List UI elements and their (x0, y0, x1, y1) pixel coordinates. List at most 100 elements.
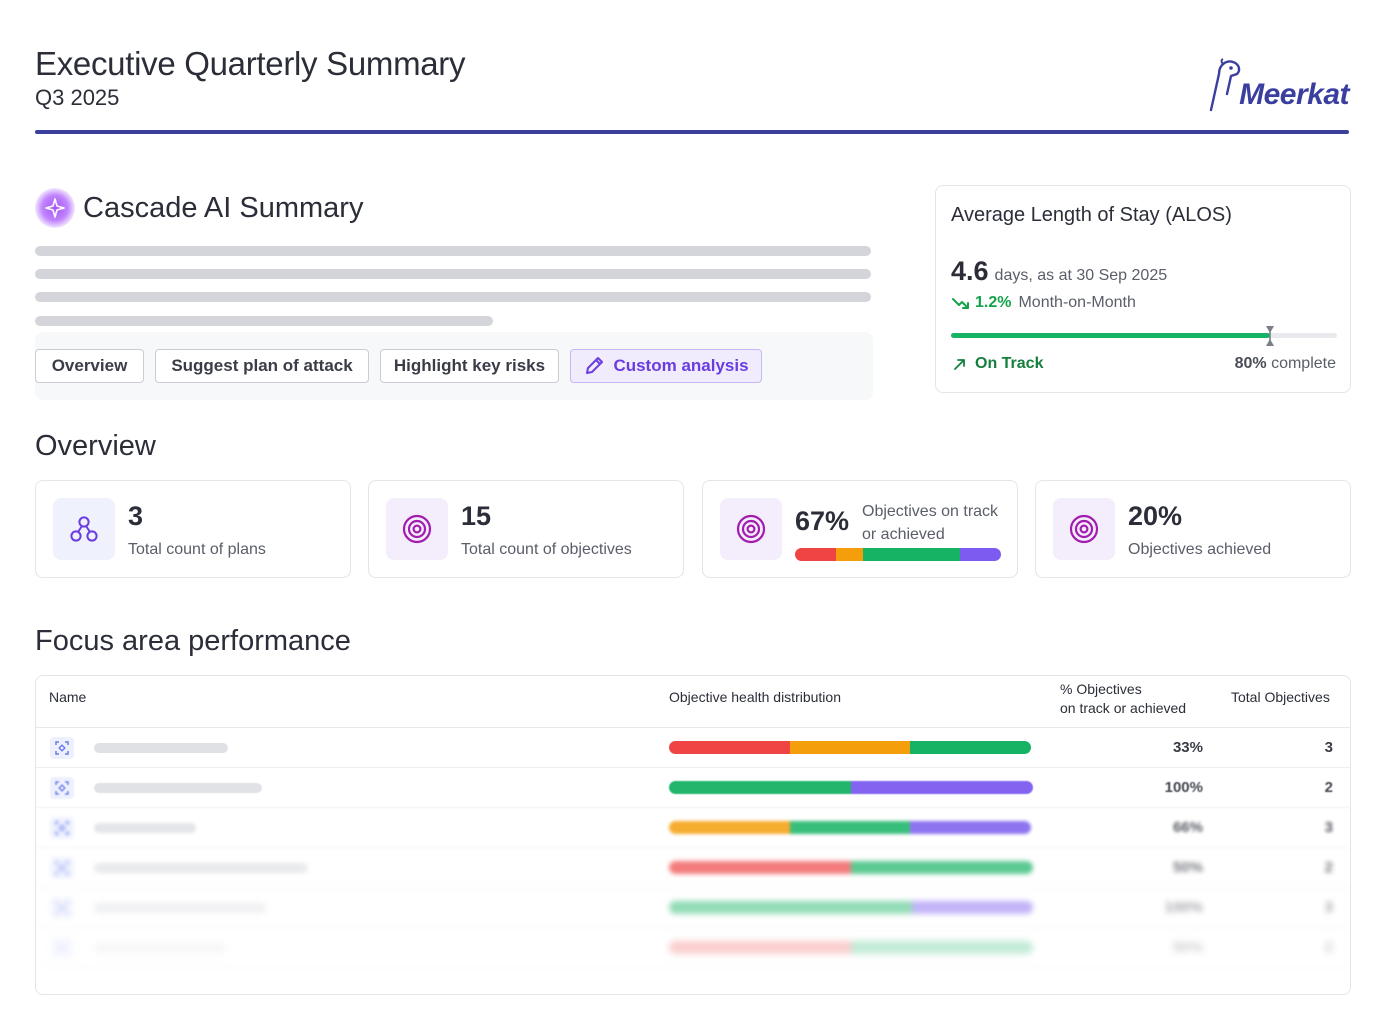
distribution-segment (795, 548, 837, 561)
stat-card-on-track[interactable]: 67% Objectives on track or achieved (702, 480, 1018, 578)
percent-on-track: 50% (1172, 939, 1203, 956)
arrow-up-right-icon (954, 359, 965, 370)
distribution-segment (669, 861, 851, 874)
focus-area-icon (50, 737, 74, 759)
summary-skeleton-line (35, 292, 871, 302)
suggest-plan-chip[interactable]: Suggest plan of attack (155, 349, 369, 383)
complete-label: complete (1271, 355, 1336, 372)
metric-value: 4.6 (951, 256, 989, 286)
distribution-segment (959, 548, 1001, 561)
progress-complete: 80% complete (1235, 355, 1336, 373)
row-name-placeholder (94, 943, 226, 953)
health-distribution-bar (669, 941, 1033, 954)
row-name-placeholder (94, 903, 266, 913)
plans-icon (53, 498, 115, 560)
target-marker-icon (1265, 326, 1274, 346)
overview-chip[interactable]: Overview (35, 349, 144, 383)
distribution-segment (851, 781, 1033, 794)
distribution-segment (910, 821, 1031, 834)
trend-down-icon (952, 298, 969, 309)
stat-label: Total count of objectives (461, 541, 632, 558)
trend-percent: 1.2% (975, 294, 1012, 311)
column-header-total[interactable]: Total Objectives (1231, 689, 1330, 705)
summary-skeleton-line (35, 269, 871, 279)
chip-label: Overview (51, 356, 128, 375)
target-icon (386, 498, 448, 560)
ai-prompt-chips: Overview Suggest plan of attack Highligh… (35, 332, 873, 400)
progress-bar-fill (951, 333, 1270, 338)
distribution-segment (789, 821, 911, 834)
summary-skeleton-line (35, 316, 493, 326)
health-distribution-bar (669, 821, 1031, 834)
percent-on-track: 66% (1172, 819, 1203, 836)
distribution-segment (669, 901, 912, 914)
focus-area-icon (50, 777, 74, 799)
distribution-segment (910, 741, 1031, 754)
health-distribution-bar (669, 741, 1031, 754)
focus-area-table: Name Objective health distribution % Obj… (35, 675, 1351, 995)
focus-area-icon (50, 857, 74, 879)
metric-trend: 1.2% Month-on-Month (951, 294, 1136, 312)
page-subtitle: Q3 2025 (35, 85, 120, 110)
stat-value: 67% (795, 506, 850, 536)
ai-summary-title: Cascade AI Summary (83, 191, 364, 224)
meerkat-icon (1209, 58, 1241, 112)
focus-area-icon (50, 897, 74, 919)
health-distribution-bar (669, 781, 1033, 794)
custom-analysis-chip[interactable]: Custom analysis (570, 349, 762, 383)
overview-heading: Overview (35, 430, 156, 462)
percent-on-track: 100% (1164, 779, 1203, 796)
table-row[interactable]: 50% 2 (36, 848, 1350, 888)
target-icon (1053, 498, 1115, 560)
row-name-placeholder (94, 743, 228, 753)
stat-label: Total count of plans (128, 541, 266, 558)
percent-on-track: 33% (1172, 739, 1203, 756)
meerkat-logo: Meerkat (1205, 52, 1349, 112)
distribution-segment (851, 861, 1033, 874)
target-icon (720, 498, 782, 560)
total-objectives: 3 (1324, 739, 1333, 756)
stat-value: 3 (128, 501, 144, 531)
pencil-icon (586, 357, 604, 374)
alos-metric-card[interactable]: Average Length of Stay (ALOS) 4.6 days, … (935, 185, 1351, 393)
complete-percent: 80% (1234, 355, 1267, 372)
total-objectives: 3 (1324, 819, 1333, 836)
distribution-segment (911, 901, 1033, 914)
highlight-risks-chip[interactable]: Highlight key risks (380, 349, 559, 383)
column-header-distribution[interactable]: Objective health distribution (669, 689, 841, 705)
focus-area-icon (50, 937, 74, 959)
focus-area-heading: Focus area performance (35, 625, 351, 657)
total-objectives: 2 (1324, 779, 1333, 796)
column-header-name[interactable]: Name (49, 689, 87, 705)
stat-value: 15 (461, 501, 492, 531)
table-row[interactable]: 100% 3 (36, 888, 1350, 928)
table-row[interactable]: 50% 2 (36, 928, 1350, 968)
chip-label: Custom analysis (613, 356, 749, 375)
page-title: Executive Quarterly Summary (35, 45, 466, 82)
row-name-placeholder (94, 823, 196, 833)
ai-summary-panel: Cascade AI Summary Overview Suggest plan… (35, 185, 873, 400)
distribution-segment (789, 741, 911, 754)
stat-value: 20% (1128, 501, 1183, 531)
column-header-percent[interactable]: % Objectives on track or achieved (1060, 680, 1186, 718)
table-row[interactable]: 66% 3 (36, 808, 1350, 848)
report-header: Executive Quarterly Summary Q3 2025 Meer… (35, 44, 1349, 136)
column-header-line: % Objectives (1060, 681, 1142, 697)
table-row[interactable]: 33% 3 (36, 728, 1350, 768)
stat-card-objectives[interactable]: 15 Total count of objectives (368, 480, 684, 578)
table-row[interactable]: 100% 2 (36, 768, 1350, 808)
header-divider (35, 130, 1349, 134)
health-distribution-bar (669, 901, 1033, 914)
total-objectives: 2 (1324, 939, 1333, 956)
stat-card-achieved[interactable]: 20% Objectives achieved (1035, 480, 1351, 578)
chip-label: Suggest plan of attack (171, 356, 353, 375)
sparkle-icon (35, 188, 75, 228)
distribution-segment (669, 781, 851, 794)
stat-card-plans[interactable]: 3 Total count of plans (35, 480, 351, 578)
focus-area-icon (50, 817, 74, 839)
progress-bar (951, 333, 1337, 338)
distribution-segment (836, 548, 863, 561)
column-header-line: on track or achieved (1060, 700, 1187, 716)
chip-label: Highlight key risks (393, 356, 546, 375)
percent-on-track: 50% (1172, 859, 1203, 876)
